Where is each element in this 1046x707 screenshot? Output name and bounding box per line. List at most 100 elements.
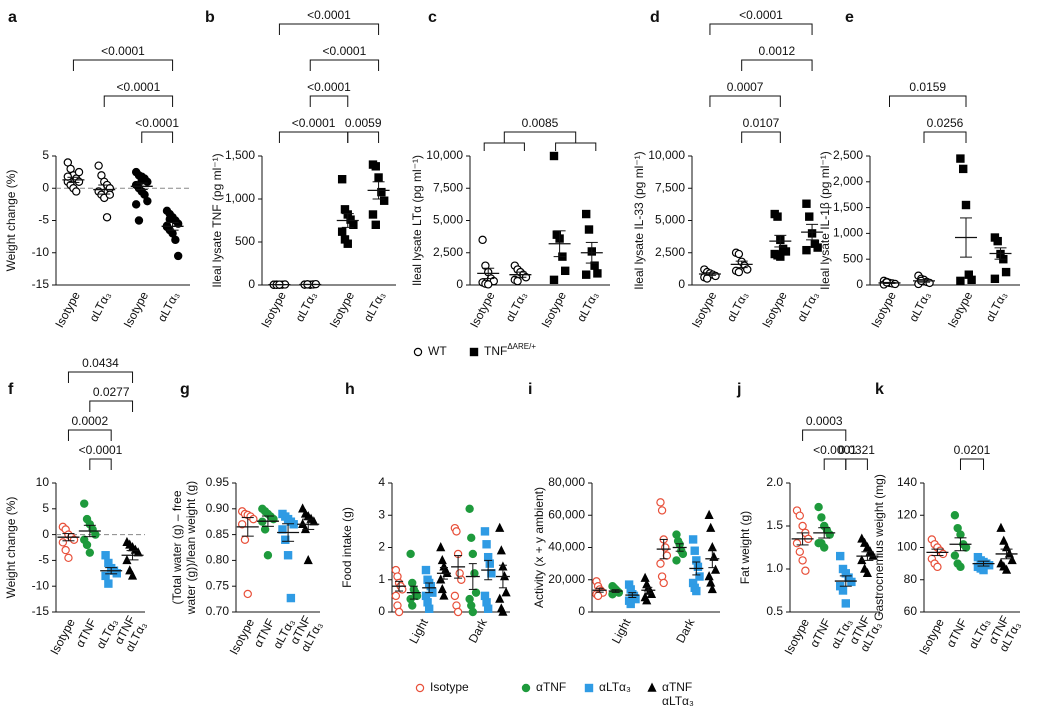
panel-letter: e bbox=[845, 9, 854, 26]
y-tick-label: 2,000 bbox=[833, 174, 863, 188]
x-tick-label: Light bbox=[609, 616, 634, 646]
panel: h 0 1 2 3 4 Food intake (g) Light Dark bbox=[340, 381, 511, 646]
panel-letter: f bbox=[8, 381, 14, 398]
legend-label-text: αLTα₃ bbox=[599, 680, 631, 694]
y-axis-label: Food intake (g) bbox=[340, 507, 354, 588]
bracket-line bbox=[503, 131, 577, 143]
point bbox=[289, 520, 298, 529]
point bbox=[801, 566, 810, 575]
x-tick-label: Isotype bbox=[258, 289, 289, 330]
y-axis-label: water (g))/lean weight (g) bbox=[184, 481, 198, 615]
point bbox=[101, 551, 110, 560]
p-value: 0.0107 bbox=[743, 116, 780, 130]
x-tick-label: Isotype bbox=[121, 289, 152, 330]
x-tick-label: Dark bbox=[673, 615, 698, 645]
point bbox=[813, 243, 822, 252]
point bbox=[593, 269, 602, 278]
y-tick-label: 2,500 bbox=[655, 245, 685, 259]
point bbox=[734, 267, 744, 277]
legend-label-text: Isotype bbox=[430, 680, 469, 694]
y-tick-label: 10,000 bbox=[426, 148, 463, 162]
point bbox=[173, 251, 183, 261]
bracket-line bbox=[709, 95, 781, 107]
point bbox=[956, 530, 965, 539]
p-value: 0.0085 bbox=[522, 116, 559, 130]
y-tick-label: 60,000 bbox=[548, 507, 585, 521]
bracket-line bbox=[89, 400, 134, 412]
point bbox=[704, 571, 714, 581]
point bbox=[743, 265, 752, 274]
point bbox=[72, 187, 81, 196]
x-tick-label: αLTα₃ bbox=[86, 289, 113, 324]
x-tick-label: αLTα₃ bbox=[361, 289, 388, 324]
point bbox=[408, 601, 417, 610]
point bbox=[792, 539, 802, 548]
x-tick-label: Isotype bbox=[539, 289, 570, 330]
point bbox=[127, 570, 138, 580]
bracket-line bbox=[89, 458, 112, 470]
point bbox=[143, 196, 152, 206]
point bbox=[371, 162, 380, 171]
y-tick-label: 7,500 bbox=[655, 180, 685, 194]
y-tick-label: 2 bbox=[378, 540, 385, 554]
point bbox=[702, 274, 712, 283]
point bbox=[798, 521, 807, 531]
legend-label: TNFΔARE/+ bbox=[484, 342, 536, 358]
point bbox=[286, 593, 296, 603]
x-tick-label: Isotype bbox=[945, 289, 976, 330]
legend-superscript: ΔARE/+ bbox=[507, 342, 536, 351]
y-tick-label: 0.70 bbox=[206, 604, 230, 618]
significance-bracket: 0.0003 bbox=[802, 414, 847, 441]
point bbox=[825, 530, 835, 539]
point bbox=[283, 551, 293, 560]
p-value: <0.0001 bbox=[307, 80, 351, 94]
point bbox=[457, 575, 466, 584]
legend-label: Isotype bbox=[430, 680, 469, 694]
y-tick-label: 40,000 bbox=[548, 540, 585, 554]
legend-marker bbox=[415, 683, 425, 693]
point bbox=[379, 196, 389, 205]
y-tick-label: 1,500 bbox=[833, 200, 863, 214]
p-value: <0.0001 bbox=[323, 44, 367, 58]
point bbox=[996, 522, 1006, 532]
point bbox=[841, 599, 851, 608]
point bbox=[439, 590, 449, 600]
point bbox=[967, 275, 976, 285]
bracket-line bbox=[309, 95, 349, 107]
y-tick-label: -15 bbox=[32, 604, 50, 618]
point bbox=[1007, 554, 1017, 565]
point bbox=[498, 606, 508, 616]
x-tick-label: αLTα₃ bbox=[794, 289, 821, 324]
y-tick-label: -10 bbox=[32, 245, 50, 259]
p-value: 0.0201 bbox=[954, 443, 991, 457]
legend-label-line: αTNF bbox=[662, 680, 692, 694]
y-tick-label: 1.0 bbox=[766, 561, 783, 575]
point bbox=[249, 514, 258, 524]
point bbox=[805, 212, 814, 221]
point bbox=[933, 562, 942, 572]
point bbox=[63, 172, 73, 181]
point bbox=[102, 213, 112, 222]
significance-bracket: 0.0201 bbox=[954, 443, 991, 470]
point bbox=[835, 551, 845, 561]
y-tick-label: 0.75 bbox=[206, 578, 230, 592]
bracket-line bbox=[741, 131, 781, 143]
p-value: 0.0256 bbox=[927, 116, 964, 130]
point bbox=[394, 607, 404, 617]
bracket-line bbox=[802, 429, 847, 441]
point bbox=[847, 577, 856, 587]
point bbox=[817, 513, 826, 522]
y-tick-label: -10 bbox=[32, 578, 50, 592]
legend-marker bbox=[469, 347, 479, 357]
point bbox=[480, 527, 490, 536]
point bbox=[482, 540, 491, 549]
bracket-line bbox=[709, 23, 813, 35]
y-tick-label: 10 bbox=[36, 475, 50, 489]
point bbox=[131, 200, 141, 209]
point bbox=[243, 589, 252, 599]
point bbox=[453, 607, 463, 617]
x-tick-label: αLTα₃ bbox=[724, 289, 751, 324]
y-tick-label: 80,000 bbox=[548, 475, 585, 489]
y-tick-label: 5,000 bbox=[655, 213, 685, 227]
point bbox=[165, 215, 174, 224]
